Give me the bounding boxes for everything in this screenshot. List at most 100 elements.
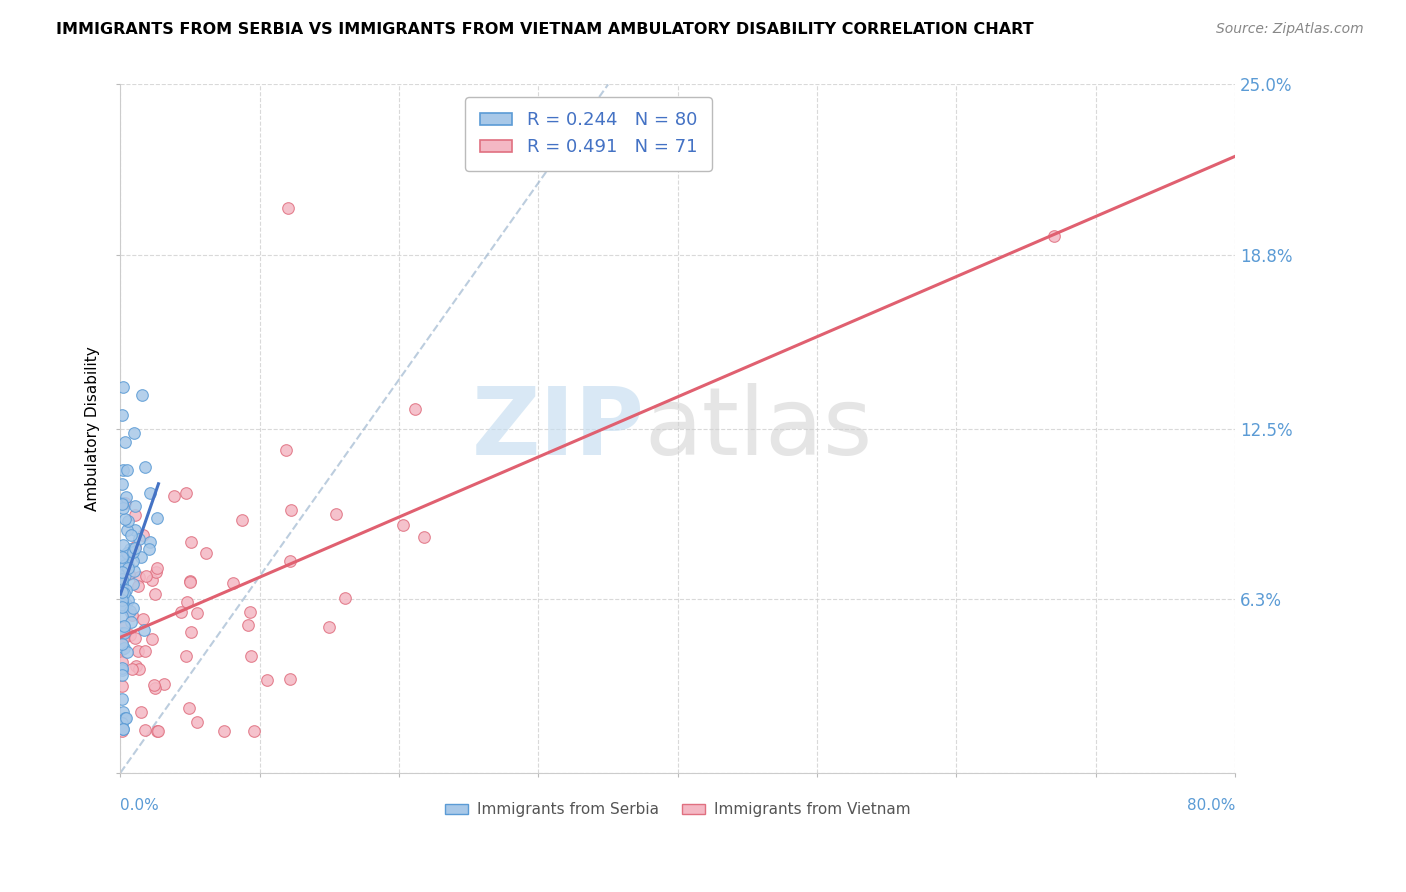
Point [122, 564, 145, 578]
Point [111, 599, 134, 613]
Point [112, 628, 135, 642]
Point [111, 563, 134, 577]
Point [124, 631, 146, 645]
Point [112, 380, 135, 394]
Text: 0.0%: 0.0% [121, 797, 159, 813]
Point [111, 582, 134, 597]
Point [412, 530, 434, 544]
Point [174, 649, 197, 664]
Point [179, 574, 201, 589]
Point [111, 583, 134, 598]
Point [179, 574, 201, 589]
Point [180, 535, 202, 549]
Point [111, 637, 134, 651]
Point [120, 541, 142, 556]
Point [117, 592, 139, 607]
Point [111, 572, 134, 586]
Point [112, 501, 135, 516]
Point [111, 584, 134, 599]
Point [111, 668, 134, 682]
Point [117, 514, 139, 528]
Point [112, 705, 135, 719]
Point [111, 679, 134, 693]
Point [118, 567, 141, 582]
Point [392, 517, 415, 532]
Point [111, 496, 134, 510]
Point [112, 595, 135, 609]
Point [114, 435, 136, 450]
Point [111, 550, 134, 565]
Point [122, 425, 145, 440]
Point [131, 612, 153, 626]
Point [115, 644, 138, 658]
Point [176, 595, 198, 609]
Point [112, 463, 135, 477]
Point [111, 593, 134, 607]
Point [163, 489, 186, 503]
Point [112, 722, 135, 736]
Text: atlas: atlas [644, 383, 873, 475]
Text: IMMIGRANTS FROM SERBIA VS IMMIGRANTS FROM VIETNAM AMBULATORY DISABILITY CORRELAT: IMMIGRANTS FROM SERBIA VS IMMIGRANTS FRO… [56, 22, 1033, 37]
Point [128, 533, 150, 547]
Point [115, 546, 138, 560]
Point [112, 591, 135, 605]
Point [152, 677, 174, 691]
Point [145, 510, 167, 524]
Point [333, 591, 356, 606]
Point [121, 600, 143, 615]
Point [176, 486, 198, 500]
Point [111, 565, 134, 579]
Point [111, 408, 134, 422]
Point [135, 569, 157, 583]
Point [112, 632, 135, 646]
Point [111, 497, 134, 511]
Point [145, 565, 167, 579]
Point [114, 558, 136, 572]
Point [118, 546, 141, 560]
Point [132, 623, 155, 637]
Point [231, 513, 253, 527]
Point [122, 577, 145, 591]
Point [112, 556, 135, 570]
Text: ZIP: ZIP [471, 383, 644, 475]
Point [131, 388, 153, 402]
Point [111, 476, 134, 491]
Point [111, 565, 134, 579]
Point [128, 662, 150, 676]
Point [138, 486, 160, 500]
Point [143, 681, 166, 695]
Point [111, 609, 134, 624]
Point [111, 663, 134, 677]
Point [111, 716, 134, 731]
Text: 80.0%: 80.0% [1187, 797, 1234, 813]
Point [112, 722, 135, 736]
Point [112, 599, 135, 614]
Point [121, 662, 143, 676]
Point [278, 554, 301, 568]
Point [112, 586, 135, 600]
Point [243, 724, 266, 739]
Point [115, 582, 138, 597]
Point [121, 607, 143, 622]
Point [143, 587, 166, 601]
Point [186, 715, 208, 730]
Point [180, 625, 202, 640]
Point [214, 724, 236, 739]
Point [114, 491, 136, 505]
Point [124, 541, 146, 555]
Point [118, 604, 141, 618]
Point [112, 537, 135, 551]
Point [141, 573, 163, 587]
Point [124, 508, 146, 522]
Point [146, 724, 169, 739]
Point [222, 576, 245, 591]
Point [115, 597, 138, 611]
Point [117, 561, 139, 575]
Point [238, 617, 260, 632]
Point [111, 625, 134, 640]
Point [134, 644, 156, 658]
Point [143, 678, 166, 692]
Point [111, 577, 134, 591]
Point [111, 641, 134, 656]
Point [112, 641, 135, 656]
